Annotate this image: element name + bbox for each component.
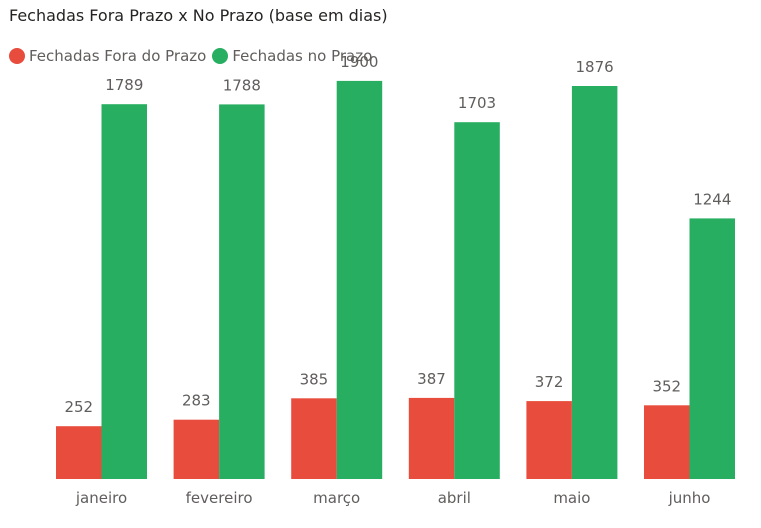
bar-fechadas-fora-do-prazo-abril[interactable] bbox=[408, 397, 455, 479]
legend-dot-no-prazo-icon bbox=[212, 48, 229, 64]
legend-item-no-prazo[interactable]: Fechadas no Prazo bbox=[212, 47, 372, 65]
bar-fechadas-no-prazo-março[interactable] bbox=[336, 80, 383, 480]
legend: Fechadas Fora do Prazo Fechadas no Prazo bbox=[9, 47, 378, 65]
x-tick-label-abril: abril bbox=[438, 489, 471, 507]
data-label-fechadas-fora-do-prazo-março: 385 bbox=[300, 370, 329, 388]
x-tick-label-maio: maio bbox=[553, 489, 590, 507]
legend-item-fora-prazo[interactable]: Fechadas Fora do Prazo bbox=[9, 47, 206, 65]
bar-fechadas-fora-do-prazo-junho[interactable] bbox=[644, 405, 690, 479]
bar-fechadas-no-prazo-abril[interactable] bbox=[454, 122, 500, 479]
data-label-fechadas-fora-do-prazo-junho: 352 bbox=[652, 377, 681, 395]
data-label-fechadas-no-prazo-junho: 1244 bbox=[693, 190, 731, 208]
x-tick-label-junho: junho bbox=[668, 489, 711, 507]
bar-fechadas-no-prazo-junho[interactable] bbox=[689, 218, 736, 479]
bar-fechadas-no-prazo-janeiro[interactable] bbox=[101, 104, 148, 479]
legend-label-fora-prazo: Fechadas Fora do Prazo bbox=[29, 47, 207, 65]
data-label-fechadas-no-prazo-fevereiro: 1788 bbox=[223, 76, 261, 94]
bar-fechadas-fora-do-prazo-maio[interactable] bbox=[526, 401, 572, 479]
data-label-fechadas-fora-do-prazo-maio: 372 bbox=[535, 373, 564, 391]
data-label-fechadas-fora-do-prazo-abril: 387 bbox=[417, 370, 446, 388]
bar-fechadas-fora-do-prazo-fevereiro[interactable] bbox=[173, 419, 220, 479]
data-label-fechadas-fora-do-prazo-janeiro: 252 bbox=[64, 398, 93, 416]
data-label-fechadas-no-prazo-março: 1900 bbox=[340, 53, 378, 71]
bar-fechadas-fora-do-prazo-janeiro[interactable] bbox=[56, 426, 102, 479]
bar-fechadas-no-prazo-fevereiro[interactable] bbox=[219, 104, 265, 480]
legend-dot-fora-prazo-icon bbox=[9, 48, 25, 64]
legend-label-no-prazo: Fechadas no Prazo bbox=[232, 47, 373, 65]
data-label-fechadas-fora-do-prazo-fevereiro: 283 bbox=[182, 392, 211, 410]
bar-fechadas-no-prazo-maio[interactable] bbox=[571, 86, 618, 479]
x-tick-label-março: março bbox=[313, 489, 360, 507]
chart-title: Fechadas Fora Prazo x No Prazo (base em … bbox=[9, 6, 388, 25]
data-label-fechadas-no-prazo-abril: 1703 bbox=[458, 94, 496, 112]
x-tick-label-fevereiro: fevereiro bbox=[186, 489, 253, 507]
x-tick-label-janeiro: janeiro bbox=[75, 489, 127, 507]
data-label-fechadas-no-prazo-maio: 1876 bbox=[576, 58, 614, 76]
bar-fechadas-fora-do-prazo-março[interactable] bbox=[291, 398, 337, 479]
data-label-fechadas-no-prazo-janeiro: 1789 bbox=[105, 76, 143, 94]
